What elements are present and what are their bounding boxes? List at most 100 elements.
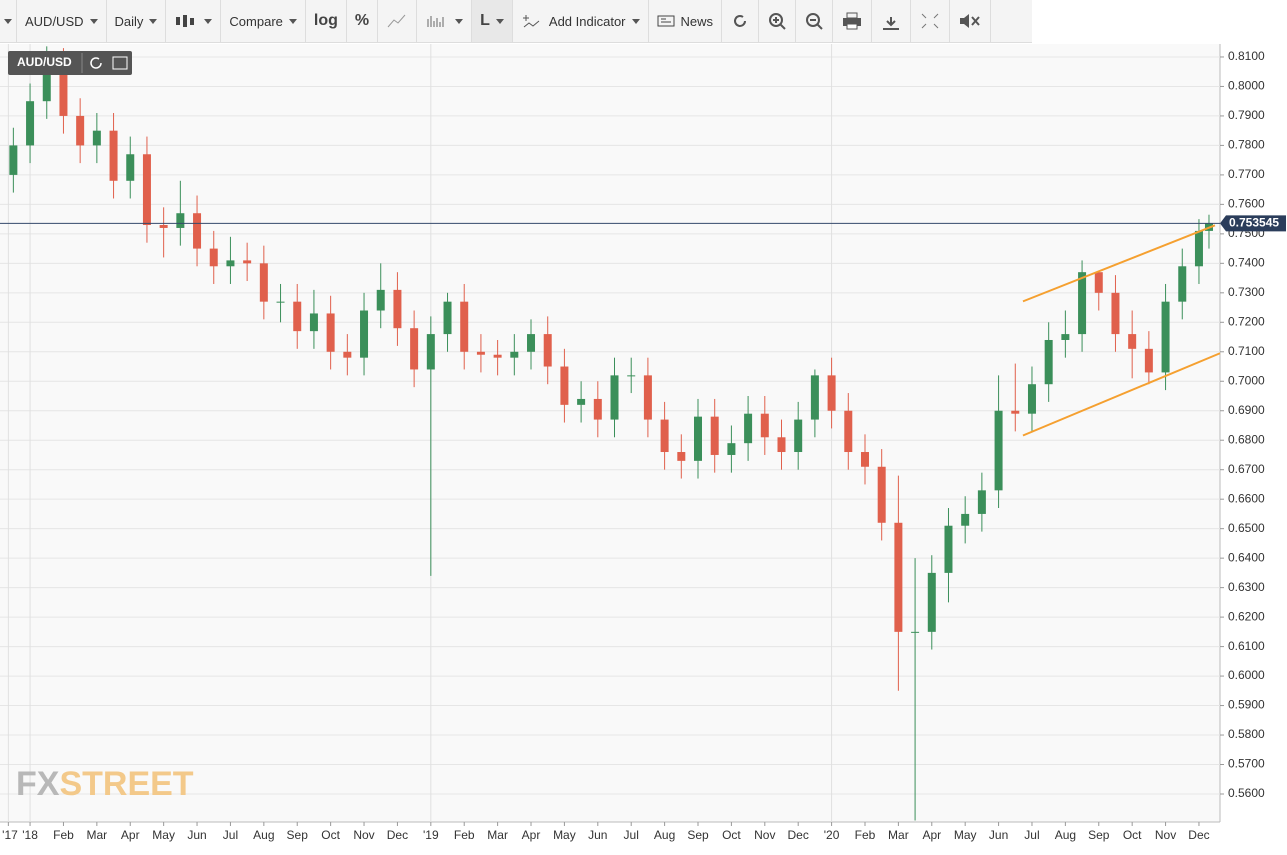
candle-body (1078, 272, 1087, 335)
png-button[interactable] (872, 0, 912, 42)
candles-icon (176, 15, 195, 27)
fullscreen-button[interactable] (911, 0, 951, 42)
menu-button[interactable] (0, 0, 17, 42)
y-tick-label: 0.7700 (1228, 167, 1265, 181)
y-tick-label: 0.8000 (1228, 79, 1265, 93)
candle-body (1194, 230, 1203, 267)
x-tick-label: Jun (989, 828, 1008, 842)
sound-button[interactable] (950, 0, 992, 42)
candle-body (209, 248, 218, 267)
percent-button[interactable]: % (347, 0, 379, 42)
percent-text: % (354, 12, 370, 29)
y-tick-label: 0.5900 (1228, 698, 1265, 712)
candle-body (977, 490, 986, 514)
candle-body (476, 351, 485, 355)
y-tick-label: 0.6200 (1228, 609, 1265, 623)
print-icon (843, 12, 862, 30)
candle-body (911, 631, 920, 633)
zoom-out-button[interactable] (796, 0, 834, 42)
line-type-button[interactable]: L (472, 0, 513, 42)
x-tick-label: Mar (888, 828, 909, 842)
candle-body (610, 375, 619, 420)
x-tick-label: Jun (187, 828, 206, 842)
candle-body (109, 130, 118, 181)
interval-selector[interactable]: Daily (107, 0, 167, 42)
candle-body (994, 410, 1003, 491)
candle-body (1094, 272, 1103, 293)
interval-text: Daily (114, 13, 144, 29)
candle-body (660, 419, 669, 453)
volume-button[interactable] (417, 0, 473, 42)
candle-body (460, 301, 469, 352)
symbol-selector[interactable]: AUD/USD (17, 0, 107, 42)
candle-body (159, 225, 168, 228)
x-tick-label: Feb (454, 828, 475, 842)
y-tick-label: 0.7800 (1228, 138, 1265, 152)
y-tick-label: 0.6500 (1228, 521, 1265, 535)
last-price-label: 0.753545 (1229, 216, 1279, 230)
candle-body (1161, 301, 1170, 373)
y-tick-label: 0.6300 (1228, 580, 1265, 594)
watermark-street: STREET (59, 765, 193, 803)
candle-body (810, 375, 819, 420)
x-tick-label: '20 (824, 828, 840, 842)
y-tick-label: 0.7400 (1228, 256, 1265, 270)
x-tick-label: Jul (223, 828, 238, 842)
x-tick-label: Oct (722, 828, 741, 842)
x-tick-label: Dec (788, 828, 809, 842)
x-tick-label: Aug (1055, 828, 1076, 842)
chart-style-button[interactable] (166, 0, 222, 42)
x-tick-label: '19 (423, 828, 439, 842)
y-tick-label: 0.8100 (1228, 49, 1265, 63)
zoom-in-button[interactable] (759, 0, 797, 42)
news-button[interactable]: News (649, 0, 723, 42)
candle-body (76, 115, 85, 146)
candle-body (593, 398, 602, 420)
print-button[interactable] (833, 0, 873, 42)
badge-settings-icon (112, 56, 128, 70)
log-button[interactable]: log (306, 0, 347, 42)
x-tick-label: Jun (588, 828, 607, 842)
fullscreen-icon (921, 13, 939, 29)
x-tick-label: May (954, 828, 977, 842)
candle-body (1044, 339, 1053, 385)
compare-button[interactable]: Compare (221, 0, 306, 42)
watermark: FXSTREET (16, 765, 194, 803)
symbol-text: AUD/USD (25, 13, 84, 29)
candle-body (393, 289, 402, 329)
candle-body (309, 313, 318, 332)
y-tick-label: 0.5600 (1228, 786, 1265, 800)
candle-body (944, 525, 953, 573)
candle-body (243, 260, 252, 264)
refresh-button[interactable] (722, 0, 760, 42)
news-text: News (680, 13, 714, 29)
y-tick-label: 0.6000 (1228, 668, 1265, 682)
draw-button[interactable] (378, 0, 418, 42)
add-indicator-text: Add Indicator (548, 13, 626, 29)
candle-body (176, 213, 185, 228)
watermark-fx: FX (16, 765, 60, 803)
x-tick-label: '18 (22, 828, 38, 842)
candle-body (760, 413, 769, 438)
x-tick-label: Nov (754, 828, 775, 842)
y-tick-label: 0.7300 (1228, 285, 1265, 299)
candle-body (877, 466, 886, 523)
candle-body (927, 572, 936, 632)
candle-body (827, 375, 836, 411)
candle-body (1111, 292, 1120, 335)
candle-body (410, 328, 419, 370)
y-tick-label: 0.7600 (1228, 197, 1265, 211)
y-tick-label: 0.6800 (1228, 432, 1265, 446)
y-tick-label: 0.7100 (1228, 344, 1265, 358)
add-indicator-button[interactable]: Add Indicator (513, 0, 649, 42)
candle-body (961, 513, 970, 526)
compare-text: Compare (229, 13, 283, 29)
y-tick-label: 0.5700 (1228, 757, 1265, 771)
toolbar: AUD/USD Daily Compare log % L Add Indica… (0, 0, 1032, 43)
candle-body (426, 334, 435, 370)
candle-body (1011, 410, 1020, 414)
candle-body (543, 334, 552, 367)
x-tick-label: Sep (687, 828, 709, 842)
candle-body (42, 56, 51, 102)
y-tick-label: 0.7900 (1228, 108, 1265, 122)
